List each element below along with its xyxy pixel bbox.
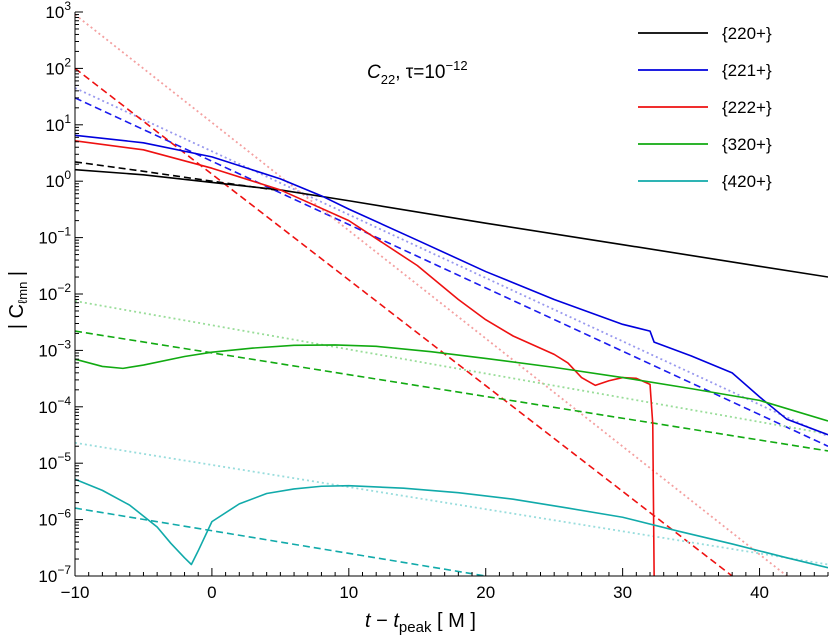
fit-line-4: [75, 13, 788, 576]
x-tick-label: −10: [61, 583, 90, 602]
x-axis-label: t − tpeak [ M ]: [365, 610, 476, 636]
y-tick-label: 10−6: [38, 507, 71, 530]
series-line-1: [75, 134, 828, 436]
y-tick-label: 10−5: [38, 450, 71, 473]
x-tick-label: 10: [339, 583, 358, 602]
fit-line-0: [75, 161, 281, 192]
series-line-2: [75, 140, 655, 576]
fit-line-8: [75, 441, 828, 566]
y-tick-label: 101: [45, 112, 71, 135]
y-tick-label: 10−7: [38, 563, 71, 586]
y-tick-label: 10−3: [38, 337, 71, 360]
y-tick-label: 10−2: [38, 281, 71, 304]
legend-label-1: {221+}: [722, 61, 772, 80]
legend-label-0: {220+}: [722, 24, 772, 43]
y-tick-label: 10−4: [38, 394, 71, 417]
x-tick-label: 20: [476, 583, 495, 602]
y-axis-label: | Cℓmn |: [6, 271, 30, 329]
y-tick-label: 10−1: [38, 225, 71, 248]
legend-label-3: {320+}: [722, 135, 772, 154]
fit-line-1: [75, 97, 828, 447]
legend-label-4: {420+}: [722, 172, 772, 191]
fit-line-2: [75, 87, 828, 438]
series-line-3: [75, 344, 828, 422]
fit-line-3: [75, 67, 733, 576]
chart-annotation: C22, τ=10−12: [367, 58, 468, 87]
fit-line-6: [75, 300, 828, 435]
legend: {220+} {221+} {222+} {320+} {420+}: [638, 24, 772, 191]
legend-label-2: {222+}: [722, 98, 772, 117]
series-line-4: [75, 478, 828, 569]
x-tick-label: 40: [750, 583, 769, 602]
fit-line-7: [75, 507, 486, 576]
y-tick-label: 100: [45, 168, 71, 191]
x-tick-label: 30: [613, 583, 632, 602]
fit-line-5: [75, 330, 828, 452]
y-tick-label: 103: [45, 0, 71, 22]
series-line-0: [75, 168, 828, 278]
ticks: −10 0 10 20 30 40 103 102 101 100 10−1 10−2 10−3 10−4…: [38, 0, 829, 602]
plot-lines: [75, 13, 828, 576]
y-tick-label: 102: [45, 55, 71, 78]
x-tick-label: 0: [207, 583, 216, 602]
